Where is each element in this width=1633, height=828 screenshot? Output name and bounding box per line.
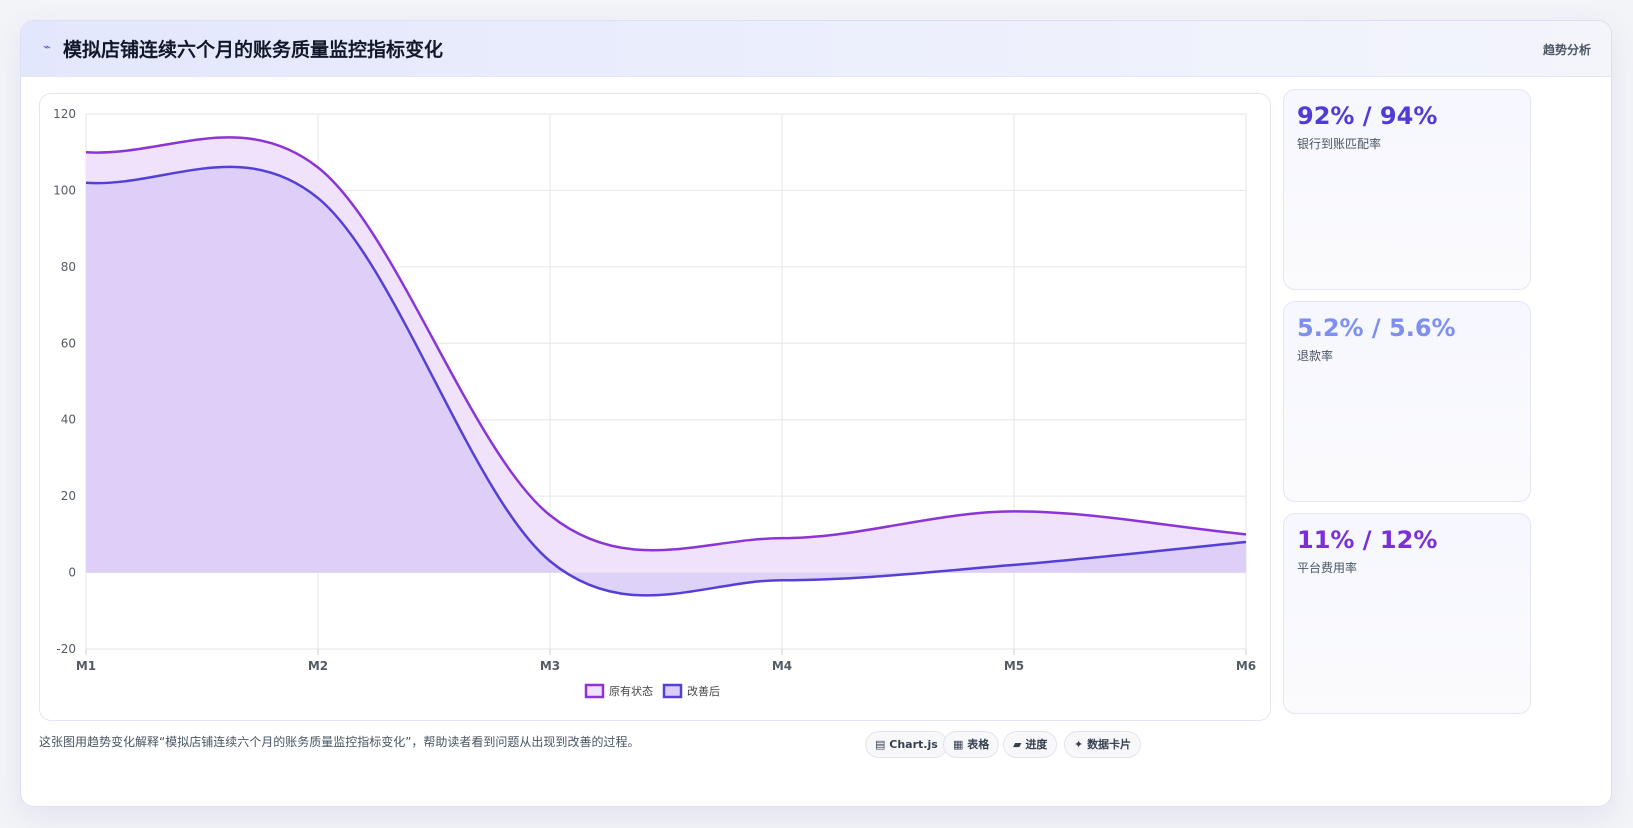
card-header: ⌁ 模拟店铺连续六个月的账务质量监控指标变化 趋势分析 — [21, 21, 1611, 77]
y-tick-label: 100 — [53, 183, 76, 197]
stat-value: 5.2% / 5.6% — [1297, 314, 1456, 342]
chip-chartjs[interactable]: ▤ Chart.js — [865, 731, 948, 758]
y-tick-label: 120 — [53, 107, 76, 121]
y-tick-label: -20 — [56, 642, 76, 656]
table-icon: ▦ — [953, 738, 964, 751]
x-tick-label: M1 — [76, 659, 96, 673]
chip-table[interactable]: ▦ 表格 — [943, 731, 1000, 758]
chip-label: Chart.js — [889, 738, 938, 751]
chart-card: ⌁ 模拟店铺连续六个月的账务质量监控指标变化 趋势分析 -20 0 20 40 60 80… — [20, 20, 1612, 807]
legend-swatch — [584, 683, 605, 699]
y-tick-label: 60 — [61, 336, 76, 350]
series-line — [85, 165, 1247, 597]
chip-label: 进度 — [1025, 738, 1048, 751]
chip-progress[interactable]: ▰ 进度 — [1003, 731, 1058, 758]
x-tick-label: M2 — [308, 659, 328, 673]
progress-icon: ▰ — [1013, 738, 1022, 751]
y-tick-label: 80 — [61, 260, 76, 274]
x-tick-label: M5 — [1004, 659, 1024, 673]
stat-card-bank-match: 92% / 94% 银行到账匹配率 — [1283, 89, 1531, 290]
chart-description: 这张图用趋势变化解释“模拟店铺连续六个月的账务质量监控指标变化”，帮助读者看到问… — [39, 735, 640, 749]
stat-label: 银行到账匹配率 — [1297, 137, 1382, 151]
stat-label: 平台费用率 — [1297, 561, 1358, 575]
legend-label: 原有状态 — [609, 684, 653, 698]
stat-value: 92% / 94% — [1297, 102, 1438, 130]
y-tick-label: 40 — [61, 413, 76, 427]
trend-analysis-label: 趋势分析 — [1542, 43, 1591, 57]
stat-value: 11% / 12% — [1297, 526, 1438, 554]
y-tick-label: 20 — [61, 489, 76, 503]
stat-card-refund-rate: 5.2% / 5.6% 退款率 — [1283, 301, 1531, 502]
legend-label: 改善后 — [687, 684, 720, 698]
series-line — [85, 136, 1247, 552]
page-title: 模拟店铺连续六个月的账务质量监控指标变化 — [63, 39, 444, 61]
y-tick-label: 0 — [68, 566, 76, 580]
area-chart: -20 0 20 40 60 80 100 120 M1 M2 M3 M4 M5 M6 原有状态 改善后 — [53, 107, 1256, 699]
sparkle-icon: ✦ — [1074, 738, 1084, 751]
chip-data-card[interactable]: ✦ 数据卡片 — [1064, 731, 1142, 758]
trend-icon: ⌁ — [43, 40, 51, 55]
legend-swatch — [662, 683, 683, 699]
stat-label: 退款率 — [1297, 349, 1334, 363]
chip-label: 表格 — [967, 738, 990, 751]
x-tick-label: M6 — [1236, 659, 1256, 673]
x-tick-label: M4 — [772, 659, 792, 673]
x-tick-label: M3 — [540, 659, 560, 673]
chart-icon: ▤ — [875, 738, 886, 751]
chart-panel: -20 0 20 40 60 80 100 120 M1 M2 M3 M4 M5 M6 原有状态 改善后 — [39, 93, 1271, 721]
chip-label: 数据卡片 — [1087, 738, 1132, 751]
stat-card-platform-fee: 11% / 12% 平台费用率 — [1283, 513, 1531, 714]
